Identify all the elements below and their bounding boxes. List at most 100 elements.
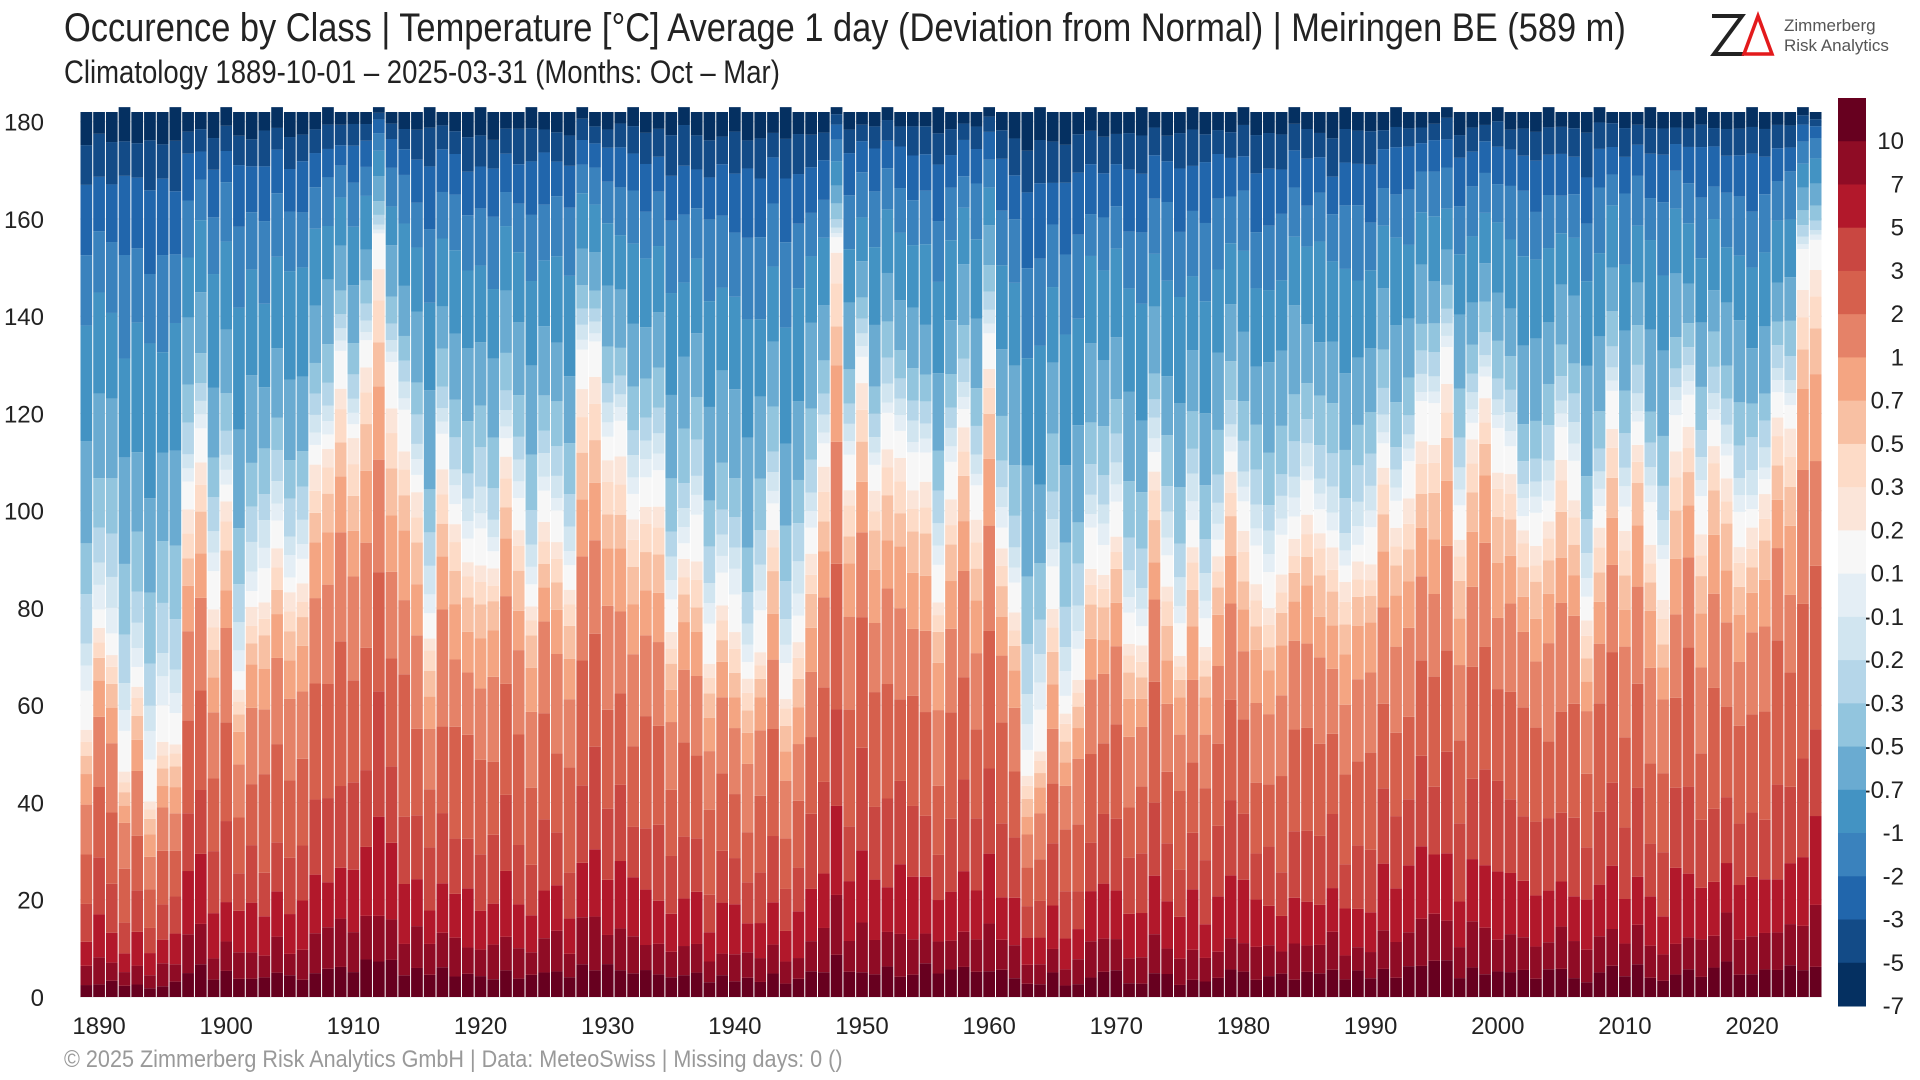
bar-segment: [690, 396, 703, 440]
bar-segment: [1517, 516, 1530, 531]
bar-segment: [398, 674, 411, 817]
bar-segment: [1135, 626, 1148, 646]
bar-segment: [182, 131, 194, 154]
bar-segment: [970, 818, 983, 891]
bar-segment: [118, 805, 131, 823]
bar-segment: [1161, 601, 1174, 626]
bar-segment: [817, 237, 830, 306]
bar-segment: [1619, 264, 1631, 331]
bar-segment: [1593, 703, 1606, 812]
bar-segment: [601, 605, 614, 710]
bar-segment: [728, 173, 741, 233]
bar-segment: [957, 409, 970, 428]
bar-segment: [1606, 652, 1619, 783]
bar-segment: [1453, 489, 1466, 506]
bar-segment: [881, 120, 894, 141]
bar-segment: [220, 107, 233, 126]
bar-segment: [105, 184, 118, 243]
bar-segment: [194, 414, 207, 429]
bar-segment: [1072, 929, 1085, 960]
bar-segment: [1555, 413, 1568, 428]
bar-segment: [1568, 194, 1580, 238]
bar-segment: [309, 512, 322, 543]
bar-segment: [843, 881, 856, 941]
bar-segment: [1046, 549, 1059, 567]
bar-segment: [1174, 168, 1186, 232]
bar-segment: [512, 252, 525, 323]
bar-segment: [233, 528, 245, 585]
bar-segment: [1123, 231, 1135, 289]
bar-segment: [258, 955, 271, 978]
bar-segment: [1644, 843, 1657, 897]
bar-segment: [1313, 157, 1326, 193]
bar-segment: [1097, 673, 1110, 744]
bar-segment: [754, 478, 767, 531]
bar-segment: [512, 459, 525, 482]
bar-segment: [500, 426, 512, 439]
bar-segment: [1148, 490, 1161, 521]
bar-segment: [1669, 273, 1682, 338]
bar-segment: [1695, 534, 1708, 556]
bar-segment: [1377, 703, 1390, 789]
bar-segment: [894, 146, 906, 189]
bar-segment: [80, 643, 93, 666]
bar-segment: [550, 256, 563, 343]
bar-segment: [131, 591, 144, 623]
bar-segment: [805, 941, 817, 972]
bar-segment: [817, 491, 830, 522]
bar-segment: [665, 631, 678, 649]
bar-segment: [169, 322, 182, 451]
bar-segment: [487, 568, 500, 586]
bar-segment: [1186, 276, 1199, 351]
bar-segment: [233, 910, 245, 953]
bar-segment: [1186, 473, 1199, 502]
bar-segment: [1339, 955, 1352, 980]
bar-segment: [1046, 684, 1059, 729]
bar-segment: [1708, 881, 1720, 936]
bar-segment: [538, 152, 550, 205]
bar-segment: [271, 972, 283, 997]
bar-segment: [1085, 842, 1097, 892]
bar-segment: [983, 265, 996, 292]
bar-segment: [131, 984, 144, 997]
bar-segment: [932, 973, 945, 997]
bar-segment: [411, 382, 423, 415]
bar-segment: [1708, 687, 1720, 809]
bar-segment: [1555, 557, 1568, 603]
bar-segment: [563, 604, 576, 626]
bar-segment: [1352, 112, 1364, 131]
x-axis: 1890 1900 1910 1920 1930 1940 1950 1960 1970 1980…: [72, 1013, 1778, 1040]
bar-segment: [271, 842, 283, 892]
colorbar-label: 5: [1891, 215, 1904, 242]
bar-segment: [678, 836, 690, 899]
bar-segment: [233, 764, 245, 818]
bar-segment: [1708, 935, 1720, 968]
bar-segment: [601, 346, 614, 384]
bar-segment: [385, 842, 398, 920]
bar-segment: [1669, 127, 1682, 145]
bar-segment: [728, 672, 741, 698]
bar-segment: [1161, 161, 1174, 202]
bar-segment: [1034, 760, 1046, 774]
bar-segment: [423, 166, 436, 230]
bar-segment: [1708, 534, 1720, 594]
colorbar-swatch: [1838, 876, 1866, 921]
bar-segment: [1580, 553, 1593, 579]
bar-segment: [868, 413, 881, 438]
bar-segment: [1631, 144, 1644, 176]
bar-segment: [1288, 150, 1301, 188]
bar-segment: [80, 941, 93, 966]
bar-segment: [1530, 338, 1542, 421]
bar-segment: [258, 387, 271, 449]
bar-segment: [258, 520, 271, 548]
bar-segment: [1021, 785, 1034, 799]
bar-segment: [423, 565, 436, 595]
bar-segment: [907, 490, 919, 509]
bar-segment: [1059, 985, 1072, 997]
bar-segment: [817, 521, 830, 552]
bar-segment: [411, 247, 423, 312]
bar-segment: [1301, 830, 1313, 902]
bar-segment: [398, 975, 411, 997]
bar-segment: [1186, 547, 1199, 563]
bar-segment: [80, 145, 93, 185]
